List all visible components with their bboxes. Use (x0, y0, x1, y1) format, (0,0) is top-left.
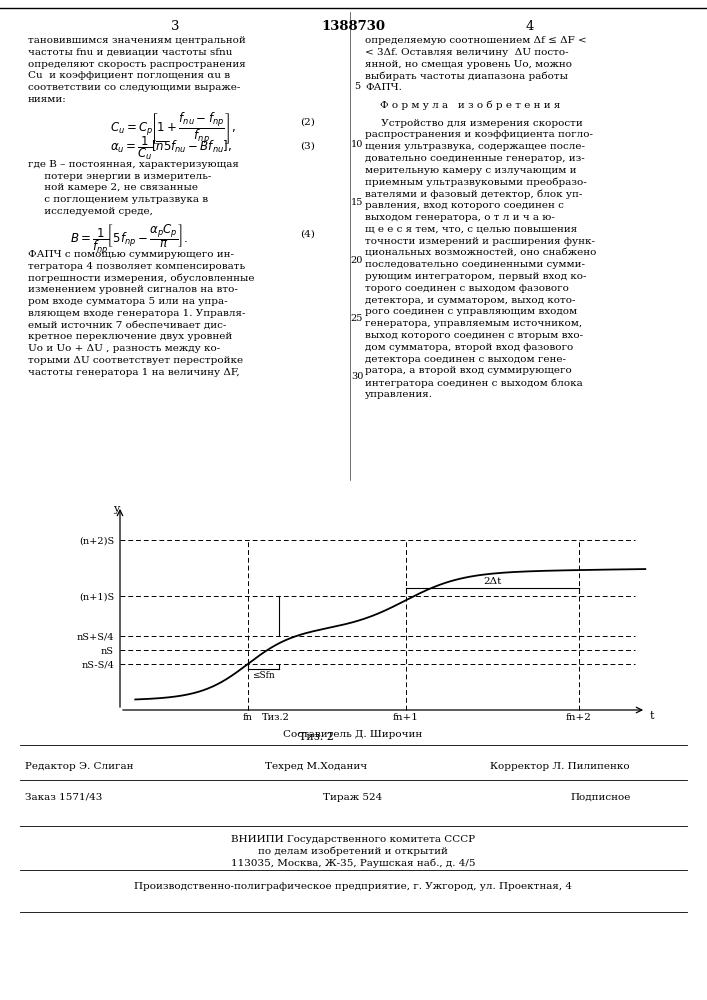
Text: торыми ΔU соответствует перестройке: торыми ΔU соответствует перестройке (28, 356, 243, 365)
Text: (n+2)S: (n+2)S (78, 536, 114, 546)
Text: ниями:: ниями: (28, 95, 66, 104)
Text: частоты fnu и девиации частоты sfnu: частоты fnu и девиации частоты sfnu (28, 48, 233, 57)
Text: вателями и фазовый детектор, блок уп-: вателями и фазовый детектор, блок уп- (365, 189, 583, 199)
Text: $B = \dfrac{1}{f_{np}}\!\left[5f_{np} - \dfrac{\alpha_p C_p}{\pi}\right].$: $B = \dfrac{1}{f_{np}}\!\left[5f_{np} - … (70, 222, 188, 257)
Text: Ф о р м у л а   и з о б р е т е н и я: Ф о р м у л а и з о б р е т е н и я (380, 101, 561, 110)
Text: Производственно-полиграфическое предприятие, г. Ужгород, ул. Проектная, 4: Производственно-полиграфическое предприя… (134, 882, 572, 891)
Text: ВНИИПИ Государственного комитета СССР: ВНИИПИ Государственного комитета СССР (231, 835, 475, 844)
Text: потери энергии в измеритель-: потери энергии в измеритель- (28, 172, 211, 181)
Text: nS: nS (101, 647, 114, 656)
Text: равления, вход которого соединен с: равления, вход которого соединен с (365, 201, 564, 210)
Text: (n+1)S: (n+1)S (78, 592, 114, 601)
Text: щ е е с я тем, что, с целью повышения: щ е е с я тем, что, с целью повышения (365, 225, 577, 234)
Text: 20: 20 (351, 256, 363, 265)
Text: ной камере 2, не связанные: ной камере 2, не связанные (28, 183, 198, 192)
Text: t: t (650, 711, 655, 721)
Text: изменением уровней сигналов на вто-: изменением уровней сигналов на вто- (28, 285, 238, 294)
Text: мерительную камеру с излучающим и: мерительную камеру с излучающим и (365, 166, 576, 175)
Text: 3: 3 (171, 20, 180, 33)
Text: емый источник 7 обеспечивает дис-: емый источник 7 обеспечивает дис- (28, 321, 226, 330)
Text: 25: 25 (351, 314, 363, 323)
Text: довательно соединенные генератор, из-: довательно соединенные генератор, из- (365, 154, 585, 163)
Text: (2): (2) (300, 118, 315, 127)
Text: y: y (113, 504, 119, 514)
Text: fn: fn (243, 713, 252, 722)
Text: Корректор Л. Пилипенко: Корректор Л. Пилипенко (490, 762, 630, 771)
Text: ФАПЧ с помощью суммирующего ин-: ФАПЧ с помощью суммирующего ин- (28, 250, 234, 259)
Text: погрешности измерения, обусловленные: погрешности измерения, обусловленные (28, 273, 255, 283)
Text: Uo и Uo + ΔU , разность между ко-: Uo и Uo + ΔU , разность между ко- (28, 344, 221, 353)
Text: выход которого соединен с вторым вхо-: выход которого соединен с вторым вхо- (365, 331, 583, 340)
Text: Подписное: Подписное (570, 793, 631, 802)
Text: управления.: управления. (365, 390, 433, 399)
Text: частоты генератора 1 на величину ΔF,: частоты генератора 1 на величину ΔF, (28, 368, 240, 377)
Text: тановившимся значениям центральной: тановившимся значениям центральной (28, 36, 246, 45)
Text: выходом генератора, о т л и ч а ю-: выходом генератора, о т л и ч а ю- (365, 213, 555, 222)
Text: исследуемой среде,: исследуемой среде, (28, 207, 153, 216)
Text: ФАПЧ.: ФАПЧ. (365, 83, 402, 92)
Text: янной, но смещая уровень Uo, можно: янной, но смещая уровень Uo, можно (365, 60, 572, 69)
Text: (3): (3) (300, 142, 315, 151)
Text: Τиз.2: Τиз.2 (262, 713, 290, 722)
Text: 113035, Москва, Ж-35, Раушская наб., д. 4/5: 113035, Москва, Ж-35, Раушская наб., д. … (230, 859, 475, 868)
Text: (4): (4) (300, 230, 315, 239)
Text: детектора, и сумматором, выход кото-: детектора, и сумматором, выход кото- (365, 296, 575, 305)
Text: $C_u = C_p\!\left[1 + \dfrac{f_{nu} - f_{np}}{f_{np}}\right],$: $C_u = C_p\!\left[1 + \dfrac{f_{nu} - f_… (110, 110, 236, 146)
Text: ратора, а второй вход суммирующего: ратора, а второй вход суммирующего (365, 366, 572, 375)
Text: дом сумматора, второй вход фазового: дом сумматора, второй вход фазового (365, 343, 573, 352)
Text: Техред М.Ходанич: Техред М.Ходанич (265, 762, 367, 771)
Text: выбирать частоты диапазона работы: выбирать частоты диапазона работы (365, 71, 568, 81)
Text: Составитель Д. Широчин: Составитель Д. Широчин (284, 730, 423, 739)
Text: Τиз. 2: Τиз. 2 (299, 732, 334, 742)
Text: определяемую соотношением Δf ≤ ΔF <: определяемую соотношением Δf ≤ ΔF < (365, 36, 587, 45)
Text: 10: 10 (351, 140, 363, 149)
Text: 5: 5 (354, 82, 360, 91)
Text: Cu  и коэффициент поглощения αu в: Cu и коэффициент поглощения αu в (28, 71, 230, 80)
Text: рого соединен с управляющим входом: рого соединен с управляющим входом (365, 307, 577, 316)
Text: циональных возможностей, оно снабжено: циональных возможностей, оно снабжено (365, 248, 597, 257)
Text: ≤Sfn: ≤Sfn (252, 671, 275, 680)
Text: где B – постоянная, характеризующая: где B – постоянная, характеризующая (28, 160, 239, 169)
Text: Заказ 1571/43: Заказ 1571/43 (25, 793, 103, 802)
Text: определяют скорость распространения: определяют скорость распространения (28, 60, 246, 69)
Text: щения ультразвука, содержащее после-: щения ультразвука, содержащее после- (365, 142, 585, 151)
Text: 4: 4 (526, 20, 534, 33)
Text: торого соединен с выходом фазового: торого соединен с выходом фазового (365, 284, 569, 293)
Text: ром входе сумматора 5 или на упра-: ром входе сумматора 5 или на упра- (28, 297, 228, 306)
Text: nS+S/4: nS+S/4 (76, 633, 114, 642)
Text: соответствии со следующими выраже-: соответствии со следующими выраже- (28, 83, 240, 92)
Text: последовательно соединенными сумми-: последовательно соединенными сумми- (365, 260, 585, 269)
Text: с поглощением ультразвука в: с поглощением ультразвука в (28, 195, 208, 204)
Text: 1388730: 1388730 (321, 20, 385, 33)
Text: 15: 15 (351, 198, 363, 207)
Text: $\alpha_u = \dfrac{1}{C_u}\!\left[\overline{n}5f_{nu} - Bf_{nu}\right],$: $\alpha_u = \dfrac{1}{C_u}\!\left[\overl… (110, 134, 232, 162)
Text: интегратора соединен с выходом блока: интегратора соединен с выходом блока (365, 378, 583, 388)
Text: Устройство для измерения скорости: Устройство для измерения скорости (365, 119, 583, 128)
Text: рующим интегратором, первый вход ко-: рующим интегратором, первый вход ко- (365, 272, 587, 281)
Text: вляющем входе генератора 1. Управля-: вляющем входе генератора 1. Управля- (28, 309, 245, 318)
Text: 2Δt: 2Δt (483, 577, 501, 586)
Text: < 3Δf. Оставляя величину  ΔU посто-: < 3Δf. Оставляя величину ΔU посто- (365, 48, 568, 57)
Text: nS-S/4: nS-S/4 (81, 660, 114, 670)
Text: кретное переключение двух уровней: кретное переключение двух уровней (28, 332, 233, 341)
Text: точности измерений и расширения функ-: точности измерений и расширения функ- (365, 237, 595, 246)
Text: тегратора 4 позволяет компенсировать: тегратора 4 позволяет компенсировать (28, 262, 245, 271)
Text: fn+2: fn+2 (566, 713, 592, 722)
Text: распространения и коэффициента погло-: распространения и коэффициента погло- (365, 130, 593, 139)
Text: 30: 30 (351, 372, 363, 381)
Text: приемным ультразвуковыми преобразо-: приемным ультразвуковыми преобразо- (365, 178, 587, 187)
Text: Редактор Э. Слиган: Редактор Э. Слиган (25, 762, 134, 771)
Text: детектора соединен с выходом гене-: детектора соединен с выходом гене- (365, 355, 566, 364)
Text: Тираж 524: Тираж 524 (323, 793, 382, 802)
Text: fn+1: fn+1 (392, 713, 419, 722)
Text: генератора, управляемым источником,: генератора, управляемым источником, (365, 319, 582, 328)
Text: по делам изобретений и открытий: по делам изобретений и открытий (258, 847, 448, 856)
